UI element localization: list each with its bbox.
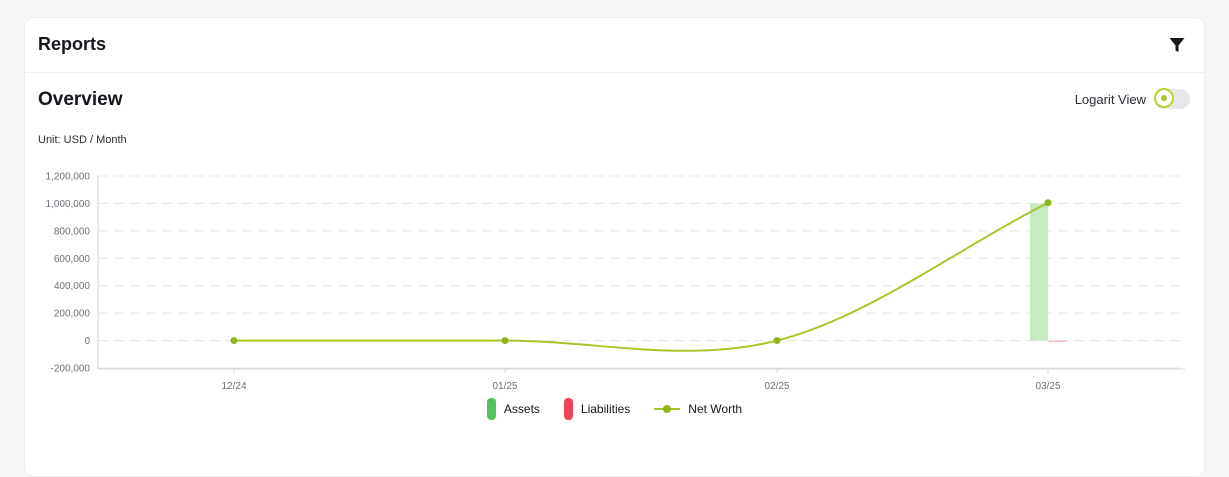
- toggle-knob: [1154, 88, 1174, 108]
- legend-net-worth-label: Net Worth: [688, 402, 743, 416]
- legend-assets-swatch: [486, 398, 496, 420]
- y-tick-label: 800,000: [54, 226, 91, 237]
- toggle-label: Logarit View: [1074, 91, 1146, 107]
- net-worth-point: [773, 337, 781, 345]
- y-tick-label: -200,000: [51, 364, 91, 375]
- x-tick-label: 12/24: [221, 381, 246, 392]
- legend-net-worth[interactable]: Net Worth: [654, 402, 742, 416]
- filter-icon[interactable]: [1167, 35, 1187, 55]
- overview-title: Overview: [38, 89, 123, 110]
- unit-label: Unit: USD / Month: [38, 134, 127, 146]
- legend-liabilities[interactable]: Liabilities: [563, 398, 631, 420]
- legend-liabilities-swatch: [563, 398, 573, 420]
- net-worth-point: [501, 337, 509, 345]
- legend-liabilities-label: Liabilities: [580, 402, 631, 416]
- x-tick-label: 03/25: [1035, 381, 1060, 392]
- logarithmic-view-toggle-group: Logarit View: [1075, 88, 1190, 110]
- reports-card: Reports Overview Logarit View Unit: USD …: [24, 17, 1205, 477]
- overview-chart: 1,200,000 1,000,000 800,000 600,000 400,000 2…: [46, 172, 1185, 392]
- y-tick-label: 400,000: [54, 281, 91, 292]
- y-tick-label: 200,000: [54, 309, 91, 320]
- x-tick-label: 01/25: [492, 381, 517, 392]
- y-tick-label: 600,000: [54, 254, 91, 265]
- card-header: Reports: [25, 18, 1204, 73]
- legend-assets[interactable]: Assets: [486, 398, 540, 420]
- logarithmic-view-toggle[interactable]: [1154, 88, 1190, 109]
- x-tick-label: 02/25: [764, 381, 789, 392]
- y-tick-label: 0: [84, 336, 90, 347]
- assets-bar: [1030, 203, 1048, 341]
- chart-legend: Assets Liabilities Net Worth: [0, 398, 1229, 420]
- legend-net-worth-swatch: [654, 404, 681, 414]
- net-worth-point: [230, 337, 238, 345]
- legend-assets-label: Assets: [503, 402, 540, 416]
- y-tick-label: 1,000,000: [46, 199, 91, 210]
- net-worth-point: [1044, 199, 1052, 207]
- net-worth-line: [234, 201, 1049, 352]
- page-title: Reports: [38, 34, 107, 54]
- y-tick-label: 1,200,000: [46, 172, 91, 183]
- liabilities-bar: [1049, 340, 1067, 343]
